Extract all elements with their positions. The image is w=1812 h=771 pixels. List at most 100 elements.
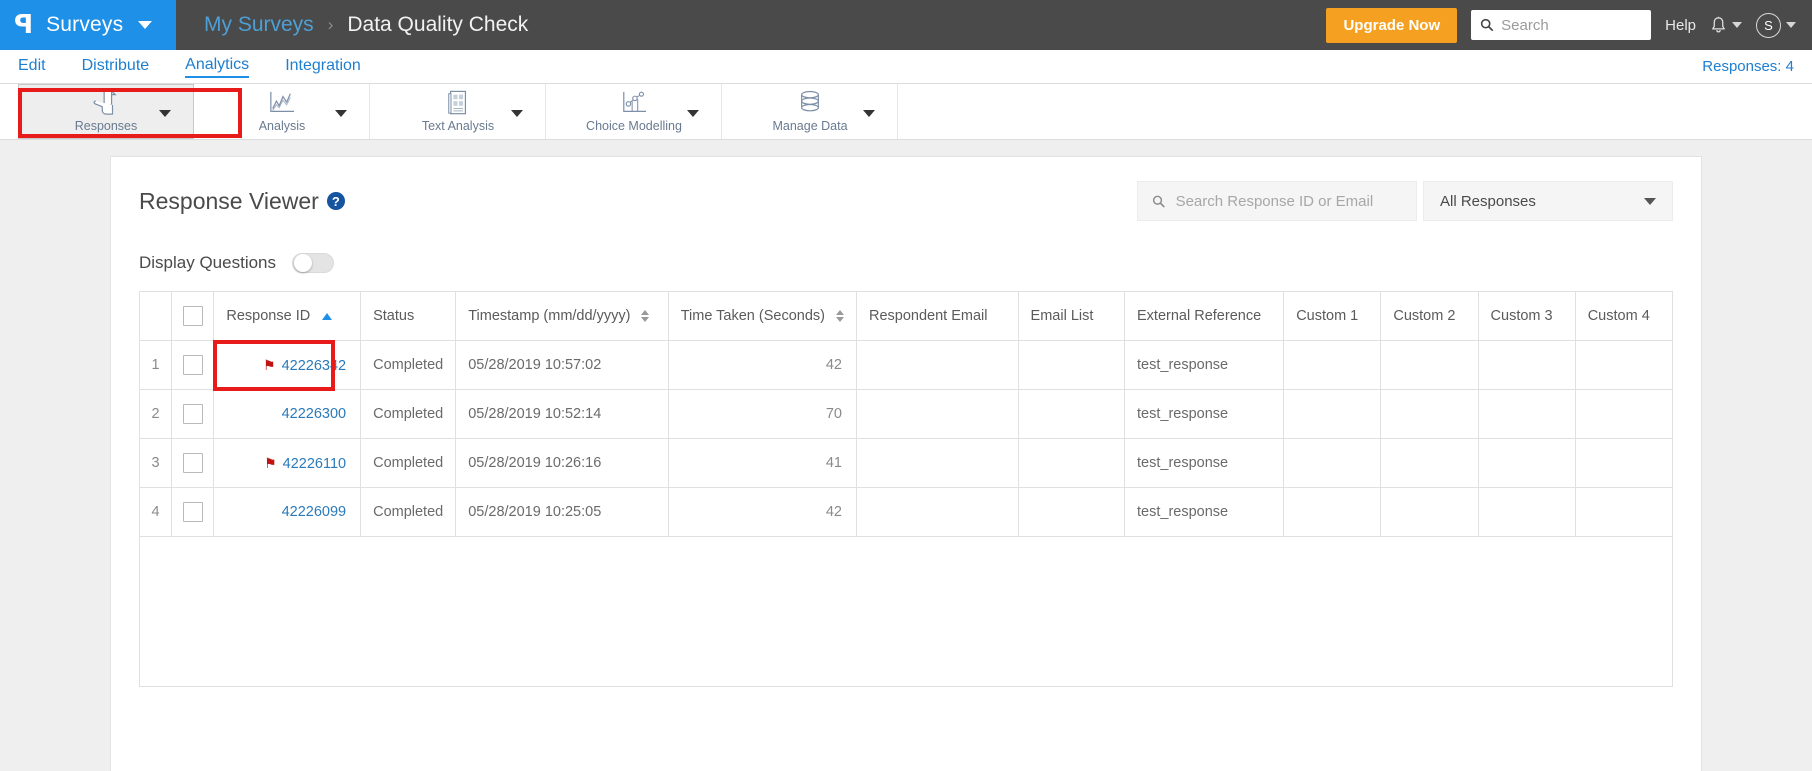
display-questions-toggle[interactable] <box>292 253 335 273</box>
col-email-list[interactable]: Email List <box>1017 291 1126 341</box>
chevron-down-icon[interactable] <box>511 109 523 117</box>
cell-response-id[interactable]: 42226099 <box>213 487 362 537</box>
nav-tab-integration[interactable]: Integration <box>285 56 361 74</box>
responses-table-wrap: Response ID Status Timestamp (mm/dd/yyyy… <box>111 291 1701 687</box>
toolbar-item-responses[interactable]: Responses <box>18 84 194 139</box>
row-select-cell[interactable] <box>171 389 215 439</box>
display-questions-label: Display Questions <box>139 253 277 272</box>
table-row[interactable]: 3 ⚑ 42226110 Completed 05/28/2019 10:26:1… <box>138 438 1674 488</box>
toolbar-item-analysis[interactable]: Analysis <box>194 84 370 139</box>
toolbar-label-choice-modelling: Choice Modelling <box>586 119 682 133</box>
col-external-reference-label: External Reference <box>1137 308 1262 324</box>
cell-response-id[interactable]: ⚑ 42226342 <box>213 340 362 391</box>
response-viewer-card: Response Viewer ? All Responses Display … <box>110 156 1702 771</box>
cell-status: Completed <box>360 487 457 537</box>
page-body: Response Viewer ? All Responses Display … <box>0 140 1812 771</box>
breadcrumb-separator-icon: › <box>327 15 334 34</box>
bell-icon <box>1712 16 1725 32</box>
toolbar-item-manage-data[interactable]: Manage Data <box>722 84 898 139</box>
select-all-checkbox[interactable] <box>182 306 203 326</box>
row-checkbox[interactable] <box>182 502 203 522</box>
cell-custom-4 <box>1574 438 1674 488</box>
cell-custom-4 <box>1574 340 1674 390</box>
cell-response-id[interactable]: ⚑ 42226110 <box>213 438 362 488</box>
col-response-id-label: Response ID <box>226 308 311 324</box>
breadcrumb-my-surveys[interactable]: My Surveys <box>204 13 314 36</box>
chevron-down-icon <box>138 21 153 29</box>
response-viewer-header: Response Viewer ? All Responses <box>111 157 1701 239</box>
col-custom-2[interactable]: Custom 2 <box>1380 291 1479 341</box>
search-icon <box>1152 195 1165 208</box>
response-id-link[interactable]: 42226342 <box>281 357 347 374</box>
row-index: 2 <box>138 389 173 439</box>
toolbar-item-choice-modelling[interactable]: Choice Modelling <box>546 84 722 139</box>
row-checkbox[interactable] <box>182 355 203 375</box>
cell-custom-4 <box>1574 389 1674 439</box>
col-custom-4[interactable]: Custom 4 <box>1574 291 1674 341</box>
cell-custom-3 <box>1477 389 1576 439</box>
col-custom-3-label: Custom 3 <box>1490 308 1553 324</box>
col-time-taken[interactable]: Time Taken (Seconds) <box>667 291 858 341</box>
cell-status: Completed <box>360 389 457 439</box>
table-row[interactable]: 1 ⚑ 42226342 Completed 05/28/2019 10:57:0… <box>138 340 1674 391</box>
response-id-link[interactable]: 42226300 <box>281 406 347 422</box>
table-row[interactable]: 4 42226099 Completed 05/28/2019 10:25:05… <box>138 487 1674 537</box>
col-respondent-email[interactable]: Respondent Email <box>856 291 1019 341</box>
cell-custom-2 <box>1380 438 1479 488</box>
col-timestamp[interactable]: Timestamp (mm/dd/yyyy) <box>455 291 669 341</box>
help-icon[interactable]: ? <box>326 192 345 210</box>
cell-custom-2 <box>1380 389 1479 439</box>
row-checkbox[interactable] <box>182 453 203 473</box>
row-index: 3 <box>138 438 173 488</box>
col-custom-1[interactable]: Custom 1 <box>1283 291 1382 341</box>
response-search[interactable] <box>1137 181 1417 221</box>
row-select-cell[interactable] <box>171 438 215 488</box>
user-menu[interactable]: S <box>1756 12 1796 38</box>
display-questions-row: Display Questions <box>111 239 1701 291</box>
col-custom-1-label: Custom 1 <box>1296 308 1359 324</box>
row-select-cell[interactable] <box>171 487 215 537</box>
upgrade-now-button[interactable]: Upgrade Now <box>1326 7 1458 43</box>
global-search-input[interactable] <box>1501 16 1643 34</box>
response-search-input[interactable] <box>1175 192 1402 210</box>
col-response-id[interactable]: Response ID <box>213 291 362 341</box>
col-custom-4-label: Custom 4 <box>1587 308 1650 324</box>
col-external-reference[interactable]: External Reference <box>1124 291 1285 341</box>
col-respondent-email-label: Respondent Email <box>869 308 988 324</box>
chevron-down-icon[interactable] <box>863 109 875 117</box>
avatar: S <box>1756 12 1781 38</box>
chevron-down-icon[interactable] <box>687 109 699 117</box>
toolbar-item-text-analysis[interactable]: Text Analysis <box>370 84 546 139</box>
toolbar-label-analysis: Analysis <box>258 119 306 133</box>
col-custom-3[interactable]: Custom 3 <box>1477 291 1576 341</box>
response-id-link[interactable]: 42226099 <box>281 504 347 520</box>
global-search[interactable] <box>1471 10 1652 40</box>
cell-email-list <box>1017 487 1126 537</box>
row-checkbox[interactable] <box>182 404 203 424</box>
brand-surveys-menu[interactable]: P Surveys <box>0 0 176 50</box>
row-select-cell[interactable] <box>171 340 215 390</box>
cell-custom-3 <box>1477 487 1576 537</box>
top-bar-actions: Upgrade Now Help S <box>1326 0 1812 50</box>
col-status[interactable]: Status <box>360 291 457 341</box>
row-index: 4 <box>138 487 173 537</box>
chevron-down-icon[interactable] <box>335 109 347 117</box>
response-filter-select[interactable]: All Responses <box>1423 181 1673 221</box>
chevron-down-icon[interactable] <box>159 109 171 117</box>
responses-table: Response ID Status Timestamp (mm/dd/yyyy… <box>138 291 1674 537</box>
nav-tab-distribute[interactable]: Distribute <box>81 56 150 74</box>
response-id-link[interactable]: 42226110 <box>282 455 347 472</box>
nav-tab-edit[interactable]: Edit <box>18 56 46 74</box>
cell-response-id[interactable]: 42226300 <box>213 389 362 439</box>
col-timestamp-label: Timestamp (mm/dd/yyyy) <box>468 308 631 324</box>
cell-custom-3 <box>1477 340 1576 390</box>
cell-email-list <box>1017 438 1126 488</box>
cell-time-taken: 41 <box>667 438 858 488</box>
help-link[interactable]: Help <box>1665 16 1696 34</box>
nav-tab-analytics[interactable]: Analytics <box>185 56 250 78</box>
responses-table-body: 1 ⚑ 42226342 Completed 05/28/2019 10:57:0… <box>138 340 1674 537</box>
notifications-menu[interactable] <box>1710 16 1742 35</box>
table-row[interactable]: 2 42226300 Completed 05/28/2019 10:52:14… <box>138 389 1674 439</box>
col-select-all <box>171 291 215 341</box>
cell-time-taken: 42 <box>667 487 858 537</box>
